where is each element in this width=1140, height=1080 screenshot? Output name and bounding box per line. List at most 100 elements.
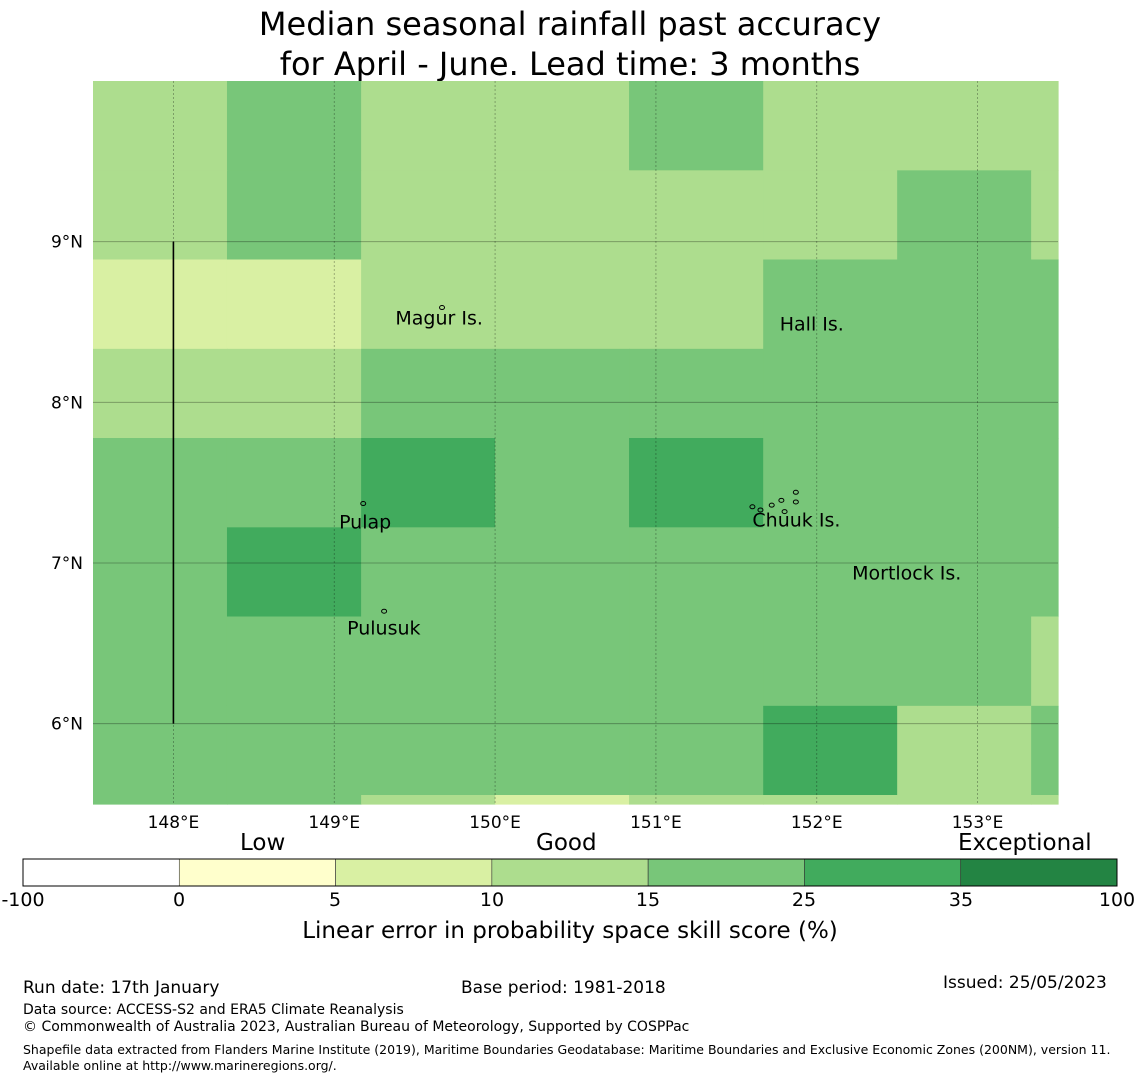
island-outline xyxy=(768,502,775,508)
grid-cell xyxy=(629,438,764,528)
grid-cell xyxy=(226,795,362,805)
island-outline xyxy=(778,497,785,503)
grid-cell xyxy=(1031,170,1059,261)
grid-cell xyxy=(1031,81,1059,171)
chart-title-line1: Median seasonal rainfall past accuracy xyxy=(258,5,882,43)
colorbar-swatch xyxy=(178,858,336,887)
grid-cell xyxy=(361,616,496,707)
colorbar-swatch xyxy=(491,858,649,887)
lon-tick-label: 152°E xyxy=(791,813,843,833)
skill-grid xyxy=(93,81,1059,805)
grid-cell xyxy=(897,616,1032,707)
colorbar-label: Linear error in probability space skill … xyxy=(302,918,838,944)
island-outline xyxy=(439,305,446,311)
grid-cell xyxy=(763,705,898,796)
grid-cell xyxy=(1031,705,1059,796)
grid-cell xyxy=(629,616,764,707)
colorbar-category-good: Good xyxy=(536,830,597,856)
grid-cell xyxy=(361,438,496,528)
grid-cell xyxy=(897,348,1032,439)
grid-cell xyxy=(763,170,898,261)
grid-cell xyxy=(361,170,496,261)
grid-cell xyxy=(897,438,1032,528)
lat-tick-label: 6°N xyxy=(51,715,83,735)
grid-cell xyxy=(361,348,496,439)
grid-cell xyxy=(93,438,228,528)
grid-cell xyxy=(93,527,228,618)
colorbar-tick: 5 xyxy=(328,889,342,911)
grid-cell xyxy=(495,259,630,350)
place-label: Mortlock Is. xyxy=(852,563,961,585)
island-outline xyxy=(757,507,764,513)
chart-title-line2: for April - June. Lead time: 3 months xyxy=(279,45,861,83)
chart-title: Median seasonal rainfall past accuracy f… xyxy=(0,4,1140,84)
grid-cell xyxy=(1031,259,1059,350)
place-label: Chuuk Is. xyxy=(752,510,840,532)
grid-cell xyxy=(629,795,764,805)
grid-cell xyxy=(897,795,1032,805)
grid-cell xyxy=(495,438,630,528)
grid-cell xyxy=(763,348,898,439)
colorbar xyxy=(22,858,1118,887)
island-outline xyxy=(381,608,388,614)
lat-tick-label: 7°N xyxy=(51,554,83,574)
colorbar-swatch xyxy=(804,858,962,887)
grid-cell xyxy=(226,616,362,707)
island-outline xyxy=(749,504,756,510)
grid-cell xyxy=(897,170,1032,261)
grid-cell xyxy=(763,259,898,350)
grid-cell xyxy=(1031,527,1059,618)
island-outline xyxy=(792,499,799,505)
place-label: Magur Is. xyxy=(395,307,483,329)
grid-cell xyxy=(629,705,764,796)
grid-cell xyxy=(763,616,898,707)
grid-cell xyxy=(93,795,228,805)
grid-cell xyxy=(226,348,362,439)
lon-tick-label: 153°E xyxy=(952,813,1004,833)
grid-cell xyxy=(763,438,898,528)
grid-cell xyxy=(1031,795,1059,805)
island-outline xyxy=(781,509,788,515)
map-chart: Magur Is. Hall Is. Pulap Chuuk Is. Mortlock … xyxy=(22,81,1118,887)
grid-cell xyxy=(897,259,1032,350)
colorbar-swatch xyxy=(960,858,1118,887)
grid-cell xyxy=(226,705,362,796)
lat-tick-label: 8°N xyxy=(51,393,83,413)
grid-cell xyxy=(361,795,496,805)
grid-cell xyxy=(897,81,1032,171)
grid-cell xyxy=(361,705,496,796)
place-label: Pulusuk xyxy=(347,617,420,639)
run-date: Run date: 17th January xyxy=(23,978,220,998)
grid-cell xyxy=(361,81,496,171)
island-outline xyxy=(360,501,367,507)
base-period: Base period: 1981-2018 xyxy=(461,978,666,998)
grid-cell xyxy=(629,81,764,171)
grid-cell xyxy=(93,616,228,707)
grid-cell xyxy=(1031,438,1059,528)
axis-ticks: 148°E 149°E 150°E 151°E 152°E 153°E 9°N 8°N 7°N 6… xyxy=(51,233,1003,833)
grid-cell xyxy=(495,527,630,618)
colorbar-swatch xyxy=(647,858,805,887)
grid-cell xyxy=(226,527,362,618)
colorbar-tick: 25 xyxy=(791,889,817,911)
colorbar-tick: 15 xyxy=(635,889,661,911)
lon-tick-label: 151°E xyxy=(630,813,682,833)
colorbar-frame xyxy=(22,858,1118,887)
island-outlines xyxy=(360,305,799,614)
shapefile-credit: Shapefile data extracted from Flanders M… xyxy=(23,1042,1111,1073)
lon-tick-label: 149°E xyxy=(308,813,360,833)
colorbar-tick: 10 xyxy=(479,889,505,911)
colorbar-tick: 0 xyxy=(172,889,186,911)
copyright: © Commonwealth of Australia 2023, Austra… xyxy=(23,1019,690,1035)
grid-cell xyxy=(1031,348,1059,439)
grid-cell xyxy=(226,438,362,528)
place-labels: Magur Is. Hall Is. Pulap Chuuk Is. Mortlock … xyxy=(339,307,961,639)
colorbar-swatch xyxy=(335,858,493,887)
grid-cell xyxy=(495,170,630,261)
grid-cell xyxy=(495,81,630,171)
place-label: Hall Is. xyxy=(780,314,844,336)
grid-cell xyxy=(93,81,228,171)
colorbar-swatch xyxy=(22,858,180,887)
grid-cell xyxy=(93,170,228,261)
lon-tick-label: 150°E xyxy=(469,813,521,833)
